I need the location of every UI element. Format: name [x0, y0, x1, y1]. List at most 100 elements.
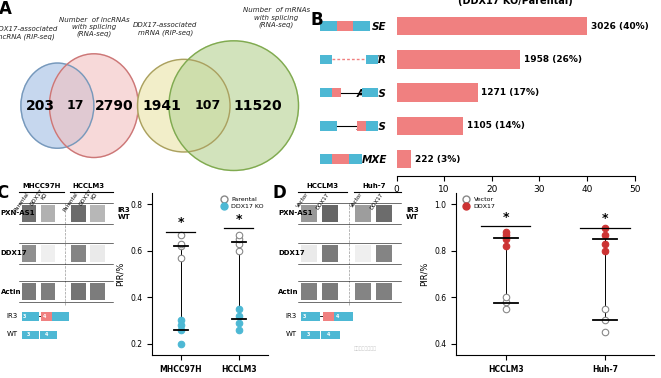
Text: 11520: 11520 — [233, 99, 282, 113]
Text: DDX17: DDX17 — [369, 192, 385, 210]
Bar — [301, 284, 317, 300]
Bar — [22, 245, 36, 262]
Bar — [366, 55, 378, 64]
Bar — [322, 245, 338, 262]
Text: 17: 17 — [66, 99, 83, 112]
Circle shape — [137, 59, 230, 152]
Point — [500, 236, 511, 242]
Text: WT: WT — [7, 331, 17, 337]
Text: 2790: 2790 — [95, 99, 134, 113]
Bar — [320, 155, 332, 164]
Bar — [22, 284, 36, 300]
Point — [600, 329, 610, 335]
Text: Vector: Vector — [350, 192, 364, 209]
Circle shape — [21, 63, 94, 148]
Bar — [376, 245, 392, 262]
Bar — [356, 245, 371, 262]
Text: B: B — [311, 11, 323, 29]
Text: PXN-AS1: PXN-AS1 — [278, 211, 313, 217]
Bar — [320, 121, 336, 130]
Bar — [336, 22, 353, 31]
Point — [233, 327, 244, 333]
Point — [500, 243, 511, 249]
Text: IR3: IR3 — [286, 313, 297, 319]
Text: Huh-7: Huh-7 — [363, 183, 386, 189]
Point — [600, 318, 610, 324]
Text: MHCC97H: MHCC97H — [22, 183, 61, 189]
Bar — [349, 155, 362, 164]
Bar — [397, 17, 587, 35]
Point — [600, 232, 610, 238]
Text: 3: 3 — [26, 332, 30, 337]
Text: 3: 3 — [23, 313, 26, 319]
Text: Parental: Parental — [62, 192, 79, 213]
Text: DDX17-associated
mRNA (RIP-seq): DDX17-associated mRNA (RIP-seq) — [133, 22, 198, 36]
Bar — [322, 284, 338, 300]
Point — [176, 318, 186, 324]
Text: C: C — [0, 184, 8, 201]
Text: *: * — [502, 211, 509, 224]
Text: *: * — [602, 212, 608, 225]
Point — [176, 322, 186, 328]
Text: IR3: IR3 — [6, 313, 17, 319]
Text: DDX17
KO: DDX17 KO — [29, 188, 49, 210]
Text: HCCLM3: HCCLM3 — [73, 183, 105, 189]
Bar — [356, 205, 371, 222]
Point — [600, 225, 610, 231]
Text: *: * — [178, 216, 184, 229]
Text: *: * — [235, 213, 242, 226]
Bar — [376, 205, 392, 222]
Text: A: A — [0, 0, 11, 18]
Text: DDX17-associated
lncRNA (RIP-seq): DDX17-associated lncRNA (RIP-seq) — [0, 26, 58, 40]
Bar — [334, 312, 353, 321]
Bar — [301, 245, 317, 262]
Bar — [22, 205, 36, 222]
Text: Actin: Actin — [1, 288, 21, 294]
Point — [176, 243, 186, 249]
Point — [233, 320, 244, 326]
Text: 4: 4 — [335, 313, 339, 319]
Point — [233, 232, 244, 238]
Point — [176, 341, 186, 347]
Text: WT: WT — [286, 331, 297, 337]
Text: 3026 (40%): 3026 (40%) — [591, 22, 648, 31]
Bar — [332, 88, 341, 97]
Legend: Parental, DDX17 KO: Parental, DDX17 KO — [217, 196, 264, 210]
Text: 1271 (17%): 1271 (17%) — [481, 88, 539, 97]
Bar — [323, 312, 334, 321]
Bar — [41, 245, 56, 262]
Bar — [90, 245, 104, 262]
Text: 1958 (26%): 1958 (26%) — [524, 55, 582, 64]
Text: 中科智器科研服务: 中科智器科研服务 — [354, 346, 376, 351]
Text: 203: 203 — [25, 99, 54, 113]
Text: Actin: Actin — [278, 288, 299, 294]
Text: DDX17: DDX17 — [278, 250, 305, 256]
Bar — [353, 22, 370, 31]
Point — [600, 241, 610, 247]
Bar — [320, 88, 332, 97]
Bar — [332, 155, 341, 164]
Bar — [397, 117, 463, 135]
Bar — [22, 312, 39, 321]
Bar — [358, 121, 366, 130]
Bar — [397, 150, 411, 168]
Text: 3: 3 — [303, 313, 306, 319]
Bar — [90, 205, 104, 222]
Text: Parental: Parental — [13, 192, 30, 213]
Bar — [397, 84, 477, 102]
Point — [500, 229, 511, 235]
Bar — [320, 55, 332, 64]
Point — [233, 313, 244, 319]
Text: 107: 107 — [195, 99, 221, 112]
Bar — [71, 284, 86, 300]
Text: DDX17: DDX17 — [315, 192, 330, 210]
Text: IR3
WT: IR3 WT — [406, 207, 419, 220]
Bar — [71, 205, 86, 222]
Text: Vector: Vector — [296, 192, 310, 209]
Bar — [341, 155, 349, 164]
Point — [233, 248, 244, 254]
Text: HCCLM3: HCCLM3 — [307, 183, 339, 189]
Point — [233, 241, 244, 247]
Text: D: D — [273, 184, 287, 201]
Text: 3: 3 — [307, 332, 310, 337]
